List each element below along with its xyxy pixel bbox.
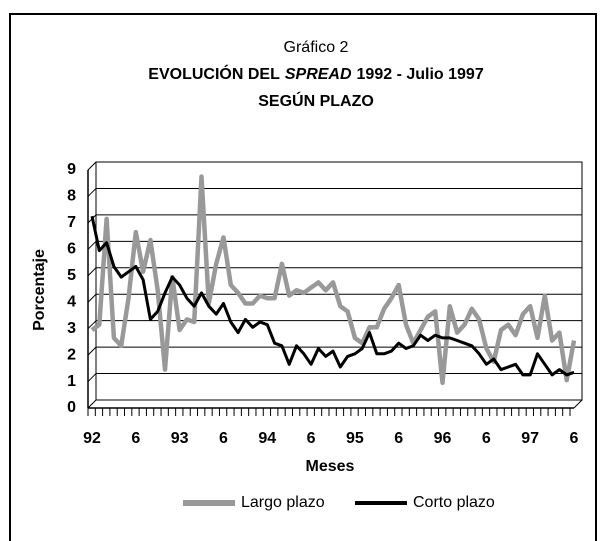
x-tick-label: 93 xyxy=(171,430,189,447)
y-tick-label: 2 xyxy=(67,346,76,363)
chart-subtitle: EVOLUCIÓN DEL SPREAD 1992 - Julio 1997 xyxy=(148,64,484,83)
x-tick-label: 95 xyxy=(346,430,364,447)
x-tick-label: 97 xyxy=(521,430,539,447)
y-tick-label: 4 xyxy=(67,293,76,310)
grid-line xyxy=(87,346,97,356)
y-tick-label: 0 xyxy=(67,399,76,416)
grid-line xyxy=(87,188,97,197)
y-axis-label: Porcentaje xyxy=(31,249,48,331)
grid-line xyxy=(87,267,97,277)
grid-line xyxy=(87,240,97,250)
chart-title: Gráfico 2 xyxy=(284,39,349,56)
y-tick-label: 7 xyxy=(67,214,76,231)
y-tick-label: 3 xyxy=(67,320,76,337)
grid-line xyxy=(87,399,97,409)
x-tick-label: 96 xyxy=(434,430,452,447)
legend-label: Corto plazo xyxy=(413,494,495,511)
grid-line xyxy=(87,320,97,330)
subtitle-part: EVOLUCIÓN DEL xyxy=(148,64,280,83)
x-tick-label: 6 xyxy=(570,430,579,447)
x-tick-label: 6 xyxy=(482,430,491,447)
grid-line xyxy=(87,293,97,303)
y-tick-label: 5 xyxy=(67,267,76,284)
x-tick-label: 6 xyxy=(131,430,140,447)
legend-label: Largo plazo xyxy=(241,494,325,511)
subtitle-part: SPREAD xyxy=(285,66,352,83)
frame xyxy=(9,13,597,541)
data-line xyxy=(90,215,575,377)
subtitle-part: 1992 - Julio 1997 xyxy=(357,66,484,83)
x-tick-label: 94 xyxy=(258,430,276,447)
x-tick-label: 6 xyxy=(307,430,316,447)
chart-subtitle: SEGÚN PLAZO xyxy=(258,91,374,110)
x-tick-label: 92 xyxy=(83,430,101,447)
y-tick-label: 8 xyxy=(67,188,76,205)
grid-line xyxy=(87,373,97,382)
x-axis-label: Meses xyxy=(306,458,355,475)
x-axis-depth xyxy=(573,399,583,409)
y-tick-label: 9 xyxy=(67,161,76,178)
y-tick-label: 1 xyxy=(67,373,76,390)
x-tick-label: 6 xyxy=(219,430,228,447)
grid-line xyxy=(87,161,97,171)
y-tick-label: 6 xyxy=(67,241,76,258)
x-tick-label: 6 xyxy=(394,430,403,447)
